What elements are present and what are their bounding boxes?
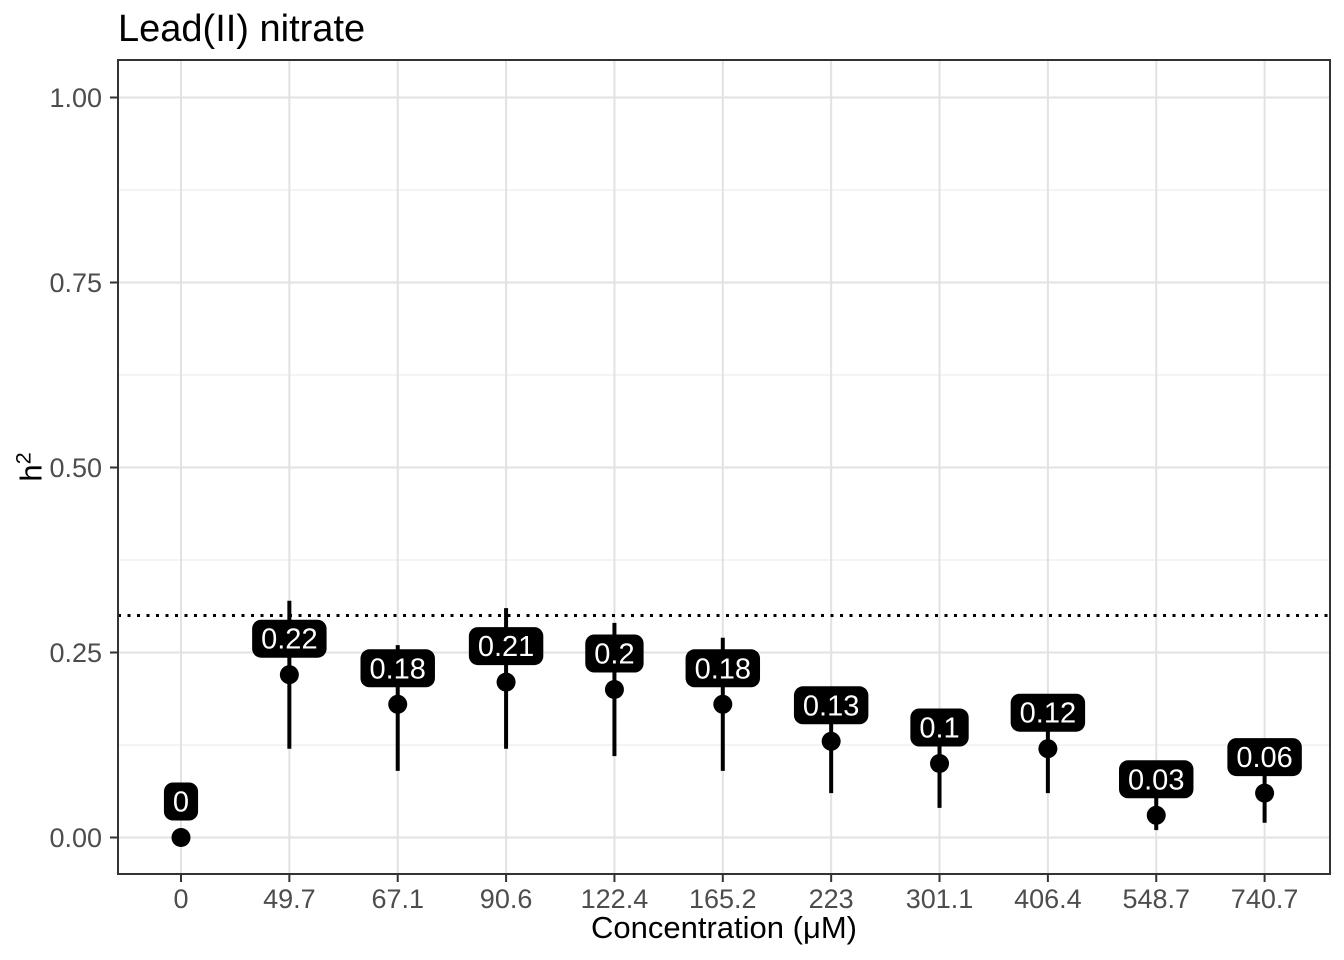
point-label-text: 0.2 xyxy=(594,639,634,671)
point-label-box xyxy=(585,634,644,673)
point-marker xyxy=(930,754,950,773)
point-label-box xyxy=(685,649,761,688)
x-tick-label: 90.6 xyxy=(480,884,533,914)
y-tick-label: 0.50 xyxy=(49,453,102,483)
y-tick-label: 0.25 xyxy=(49,638,102,668)
point-marker xyxy=(1255,783,1275,803)
point-label-text: 0.06 xyxy=(1236,742,1292,774)
point-label-box xyxy=(1119,760,1194,799)
point-label-box xyxy=(910,708,969,747)
point-label-text: 0.1 xyxy=(919,713,959,745)
x-tick-label: 223 xyxy=(809,884,854,914)
point-label-box xyxy=(163,782,199,821)
point-marker xyxy=(1146,805,1166,825)
point-label-box xyxy=(468,627,544,666)
point-label-text: 0.18 xyxy=(369,653,425,685)
point-marker xyxy=(604,680,624,699)
point-label-box xyxy=(360,649,435,688)
point-marker xyxy=(171,828,191,847)
point-label-text: 0.22 xyxy=(261,624,317,656)
x-tick-label: 122.4 xyxy=(581,884,649,914)
point-label-text: 0.12 xyxy=(1020,698,1076,730)
plot-title: Lead(II) nitrate xyxy=(118,8,366,50)
y-tick-label: 1.00 xyxy=(49,83,102,113)
x-tick-label: 67.1 xyxy=(371,884,424,914)
point-label-text: 0.13 xyxy=(803,690,859,722)
x-tick-label: 740.7 xyxy=(1231,884,1299,914)
point-label-box xyxy=(1010,693,1086,732)
x-tick-label: 0 xyxy=(173,884,188,914)
point-marker xyxy=(279,665,299,685)
point-marker xyxy=(1038,739,1058,759)
y-tick-label: 0.00 xyxy=(49,823,102,853)
x-tick-label: 301.1 xyxy=(906,884,974,914)
x-tick-label: 49.7 xyxy=(263,884,316,914)
point-label-box xyxy=(1227,738,1302,777)
x-tick-label: 165.2 xyxy=(689,884,757,914)
point-marker xyxy=(388,694,408,714)
y-tick-label: 0.75 xyxy=(49,268,102,298)
point-marker xyxy=(821,731,841,751)
y-axis-title-base: h xyxy=(13,464,49,482)
point-label-box xyxy=(793,686,869,725)
point-label-text: 0.18 xyxy=(695,653,751,685)
x-tick-label: 406.4 xyxy=(1014,884,1082,914)
y-axis-title: h2 xyxy=(10,452,49,481)
x-tick-label: 548.7 xyxy=(1122,884,1190,914)
y-axis-title-exponent: 2 xyxy=(10,452,36,465)
point-label-text: 0 xyxy=(173,787,189,819)
x-axis-title: Concentration (μM) xyxy=(591,910,857,945)
point-marker xyxy=(713,694,733,714)
point-marker xyxy=(496,672,516,692)
point-label-text: 0.21 xyxy=(478,631,534,663)
point-label-box xyxy=(252,619,327,658)
point-label-text: 0.03 xyxy=(1128,764,1184,796)
